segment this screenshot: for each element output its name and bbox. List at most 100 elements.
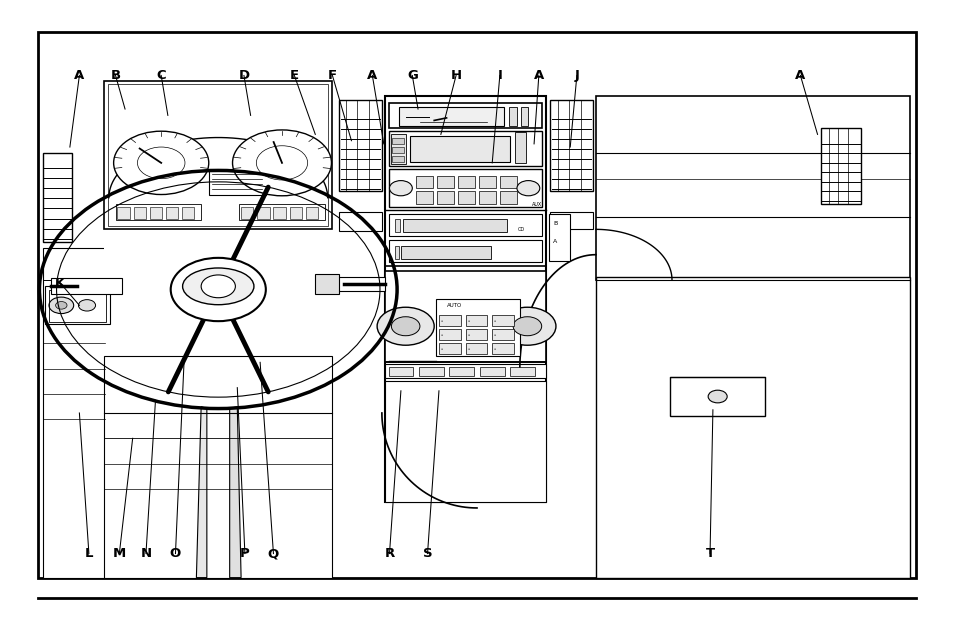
Bar: [166, 207, 178, 219]
Bar: [209, 169, 266, 195]
Bar: [400, 246, 491, 259]
Text: A: A: [795, 69, 804, 82]
Text: ▪: ▪: [440, 333, 443, 337]
Text: T: T: [705, 547, 714, 560]
Bar: [392, 156, 403, 162]
Bar: [389, 361, 436, 363]
Text: M: M: [112, 547, 126, 560]
Bar: [239, 204, 324, 220]
Circle shape: [171, 258, 266, 321]
Bar: [479, 367, 504, 377]
Bar: [133, 207, 146, 219]
Bar: [821, 128, 861, 204]
Text: G: G: [406, 69, 417, 82]
Bar: [49, 290, 106, 322]
Text: ▪: ▪: [440, 347, 443, 351]
Bar: [389, 240, 541, 262]
Text: K: K: [55, 277, 66, 289]
Bar: [290, 207, 302, 219]
Circle shape: [517, 181, 539, 196]
Bar: [388, 367, 413, 377]
Bar: [317, 277, 384, 291]
Polygon shape: [230, 406, 241, 577]
Text: ▪: ▪: [494, 319, 496, 324]
Bar: [465, 329, 487, 340]
Bar: [465, 315, 487, 326]
Bar: [104, 81, 332, 230]
Bar: [492, 343, 514, 354]
Bar: [550, 212, 593, 230]
Bar: [391, 134, 405, 164]
Bar: [418, 367, 443, 377]
Text: B: B: [111, 69, 120, 82]
Bar: [509, 106, 517, 125]
Circle shape: [498, 307, 556, 345]
Bar: [438, 329, 460, 340]
Bar: [389, 131, 541, 166]
Circle shape: [201, 275, 235, 298]
Bar: [402, 219, 507, 232]
Text: ▪: ▪: [494, 347, 496, 351]
Bar: [510, 367, 535, 377]
Bar: [499, 191, 517, 204]
Text: AUX: AUX: [532, 202, 542, 207]
Bar: [416, 176, 433, 188]
Bar: [395, 219, 399, 232]
Bar: [104, 230, 332, 577]
Bar: [338, 212, 381, 231]
Text: E: E: [290, 69, 298, 82]
Text: H: H: [450, 69, 461, 82]
Text: CD: CD: [517, 226, 524, 232]
Circle shape: [137, 147, 185, 179]
Text: ▪: ▪: [467, 319, 470, 324]
Circle shape: [256, 146, 308, 180]
Bar: [384, 97, 546, 502]
Text: D: D: [238, 69, 250, 82]
Circle shape: [389, 181, 412, 196]
Bar: [478, 176, 496, 188]
Bar: [389, 214, 541, 236]
Circle shape: [376, 307, 434, 345]
Bar: [392, 138, 403, 144]
Bar: [492, 315, 514, 326]
Text: O: O: [170, 547, 181, 560]
Bar: [416, 191, 433, 204]
Text: F: F: [328, 69, 336, 82]
Bar: [389, 169, 541, 207]
Text: A: A: [553, 239, 557, 244]
Text: J: J: [574, 69, 578, 82]
Bar: [478, 191, 496, 204]
Bar: [115, 204, 201, 220]
Bar: [384, 270, 546, 363]
Bar: [410, 136, 510, 162]
Bar: [150, 207, 162, 219]
Bar: [395, 246, 398, 259]
Text: Q: Q: [268, 547, 279, 560]
Bar: [104, 356, 332, 577]
Circle shape: [391, 317, 419, 336]
Bar: [492, 329, 514, 340]
Text: A: A: [367, 69, 377, 82]
Bar: [515, 132, 526, 163]
Bar: [384, 364, 546, 378]
Bar: [45, 286, 110, 324]
Text: ▪: ▪: [494, 333, 496, 337]
Text: ▪: ▪: [467, 347, 470, 351]
Bar: [182, 207, 194, 219]
Text: A: A: [533, 69, 543, 82]
Text: ▪: ▪: [467, 333, 470, 337]
Bar: [520, 106, 528, 125]
Bar: [241, 207, 253, 219]
Bar: [457, 176, 475, 188]
Circle shape: [55, 301, 67, 309]
Bar: [436, 176, 454, 188]
Circle shape: [113, 131, 209, 195]
Bar: [669, 377, 764, 416]
Bar: [306, 207, 317, 219]
Bar: [117, 207, 130, 219]
Text: B: B: [553, 221, 557, 226]
Text: N: N: [140, 547, 152, 560]
Text: A: A: [74, 69, 85, 82]
Bar: [596, 277, 909, 577]
Circle shape: [233, 130, 331, 196]
